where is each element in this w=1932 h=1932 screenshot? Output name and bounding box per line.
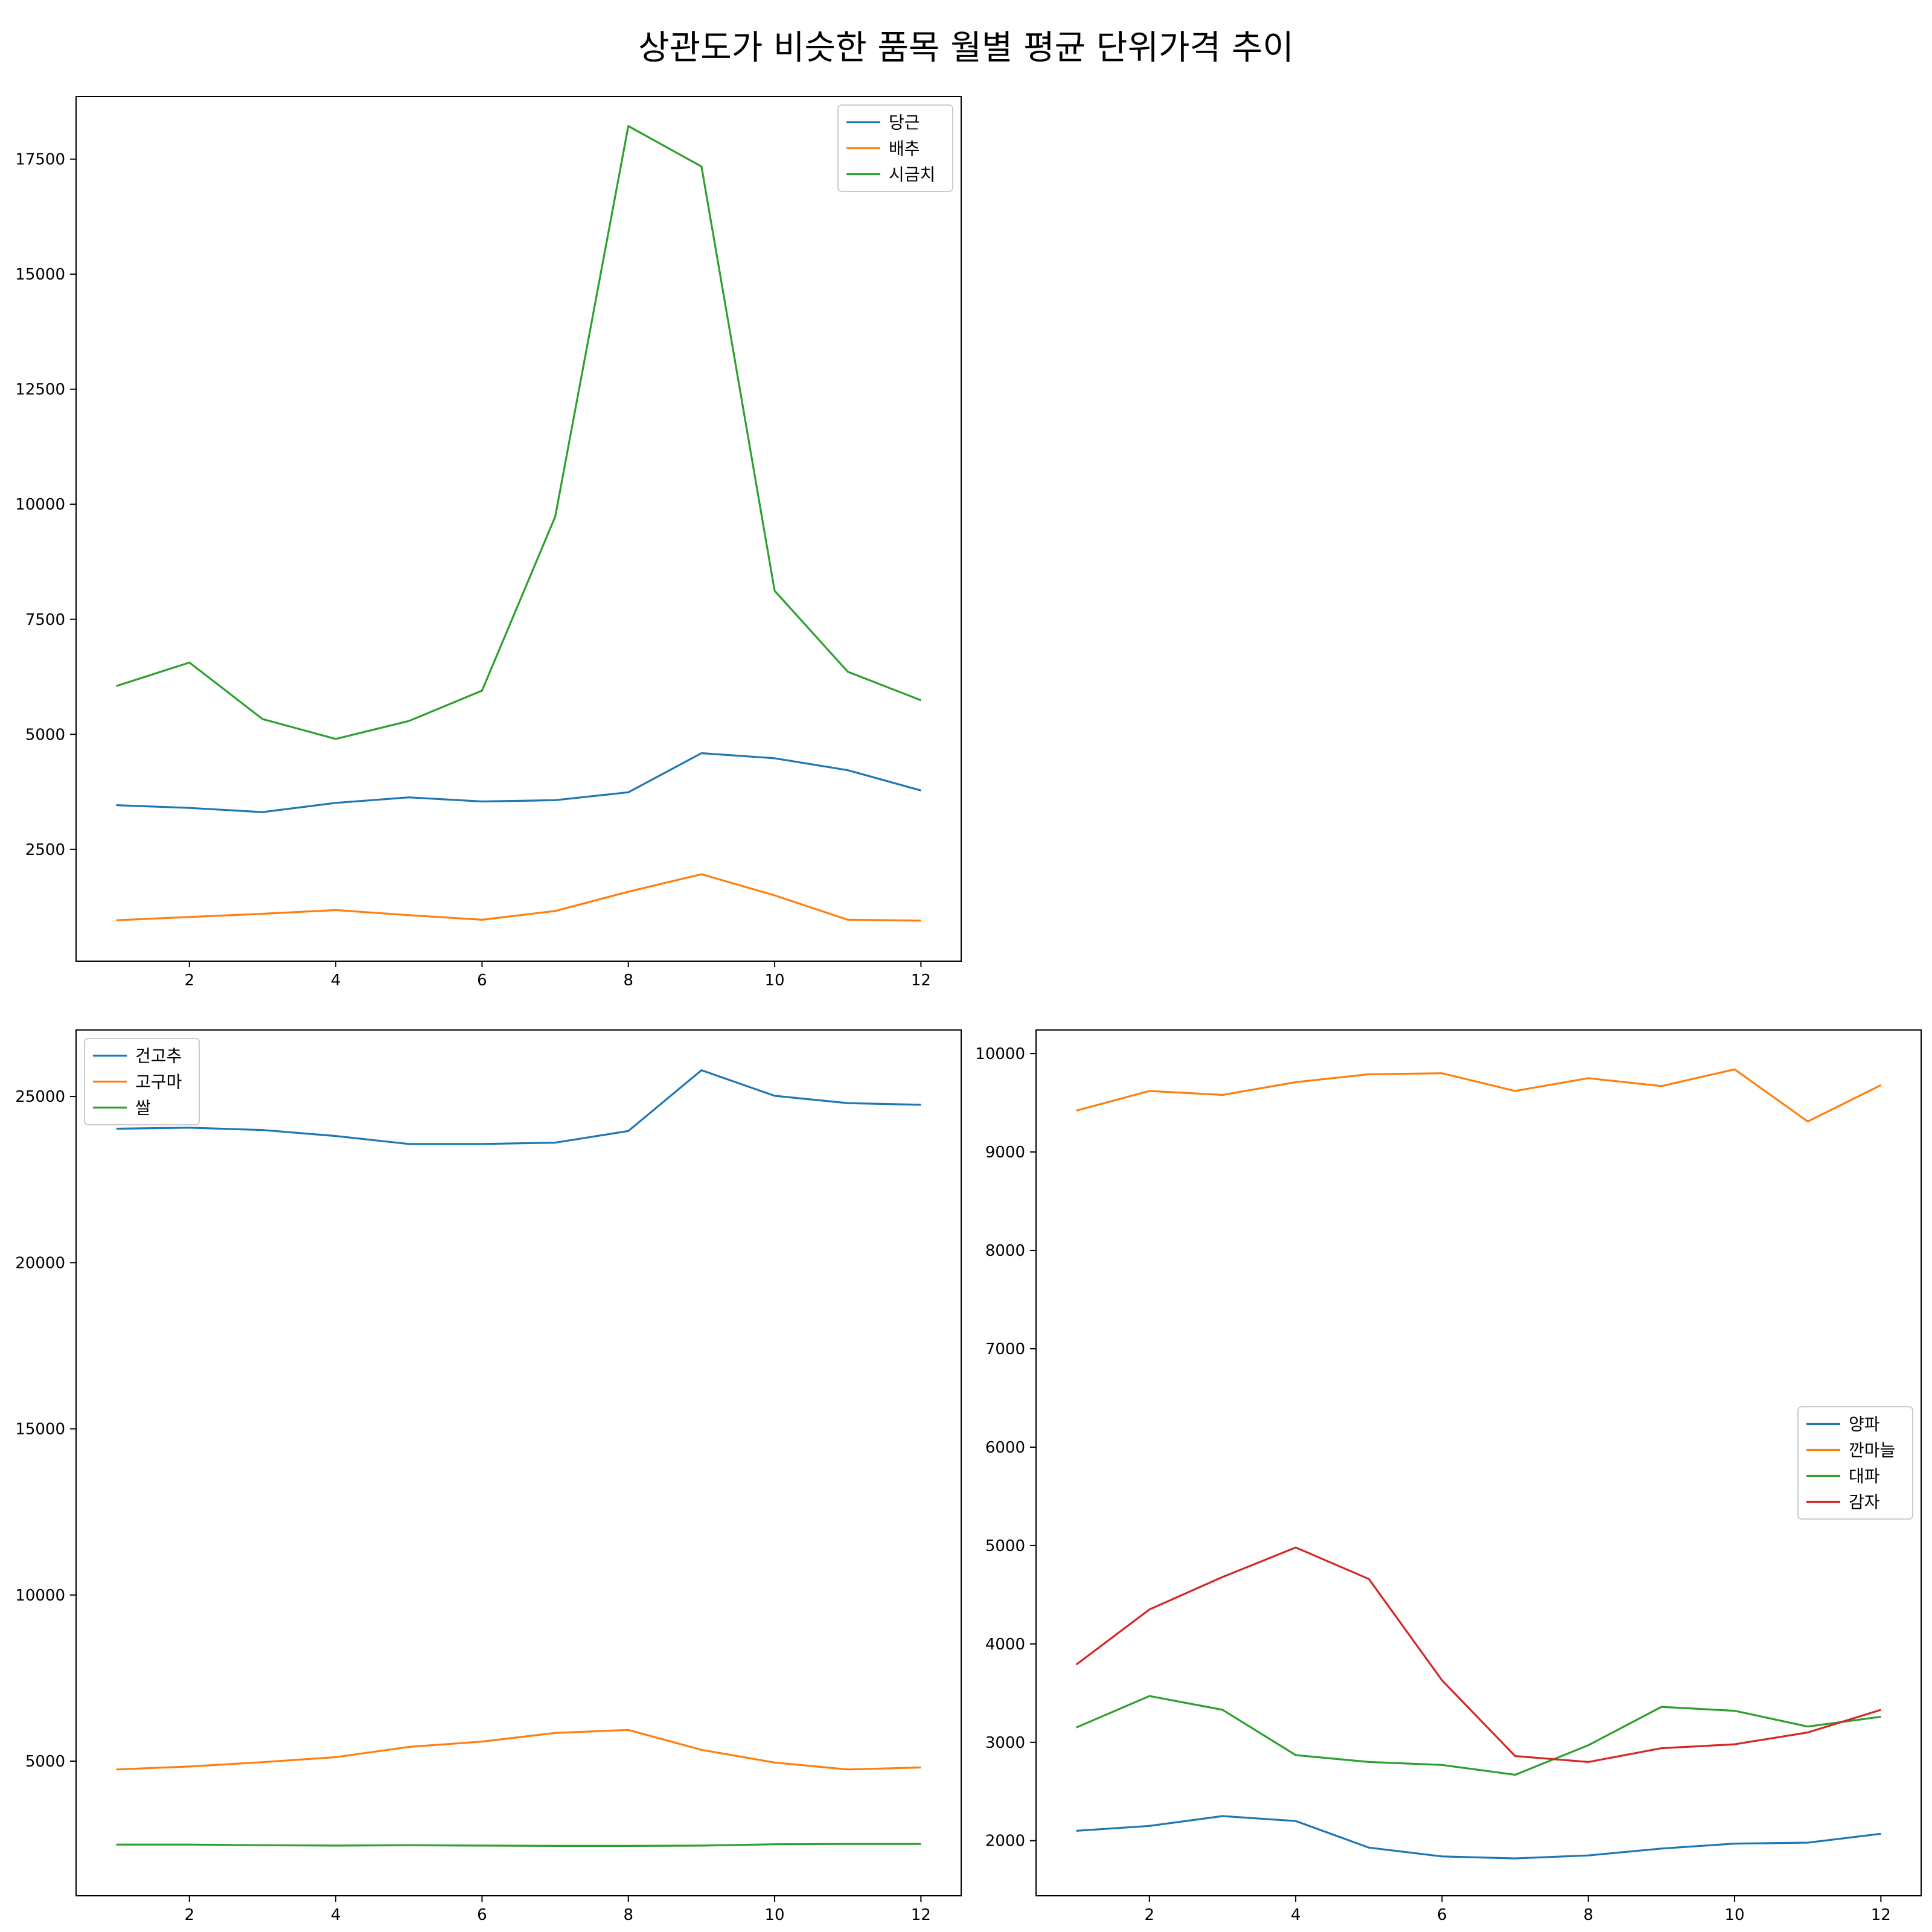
y-tick-label: 12500: [15, 381, 65, 399]
series-line-양파: [1076, 1815, 1881, 1860]
series-line-깐마늘: [1076, 1068, 1882, 1123]
axes-frame: [75, 1029, 962, 1896]
y-tick-label: 3000: [985, 1734, 1025, 1752]
y-tick-label: 15000: [15, 1421, 65, 1439]
series-line-대파: [1075, 1695, 1881, 1776]
x-tick-label: 10: [1725, 1906, 1745, 1924]
y-tick-label: 6000: [985, 1439, 1025, 1457]
legend-label: 쌀: [135, 1098, 151, 1118]
figure-title: 상관도가 비슷한 품목 월별 평균 단위가격 추이: [638, 28, 1294, 68]
legend-label: 배추: [889, 139, 920, 159]
legend-label: 대파: [1849, 1467, 1880, 1486]
x-tick-label: 4: [331, 971, 341, 990]
series-line-감자: [1075, 1546, 1881, 1763]
y-tick-label: 25000: [15, 1088, 65, 1106]
series-line-배추: [116, 873, 921, 922]
x-tick-label: 6: [1437, 1906, 1447, 1924]
legend-label: 건고추: [135, 1046, 182, 1066]
x-tick-label: 2: [185, 971, 195, 990]
series-line-당근: [116, 752, 921, 813]
x-tick-label: 12: [1871, 1906, 1891, 1924]
y-tick-label: 5000: [985, 1537, 1025, 1555]
y-tick-label: 9000: [985, 1144, 1025, 1162]
x-tick-label: 8: [623, 971, 633, 990]
x-tick-label: 6: [477, 971, 487, 990]
y-tick-label: 4000: [985, 1636, 1025, 1654]
x-tick-label: 10: [765, 971, 785, 990]
legend-label: 시금치: [889, 165, 935, 185]
y-tick-label: 10000: [15, 1587, 65, 1605]
y-tick-label: 5000: [25, 1753, 65, 1771]
x-tick-label: 8: [623, 1906, 633, 1924]
x-tick-label: 8: [1583, 1906, 1593, 1924]
charts: 2 4 6 8 10 12 2500 5000 7500 10000 12500 15000 17500…: [15, 96, 1922, 1924]
y-tick-label: 7000: [985, 1340, 1025, 1358]
series-line-쌀: [116, 1843, 921, 1847]
x-tick-label: 10: [765, 1906, 785, 1924]
y-tick-label: 17500: [15, 151, 65, 169]
legend-label: 양파: [1849, 1415, 1880, 1435]
x-tick-label: 2: [185, 1906, 195, 1924]
y-tick-label: 8000: [985, 1242, 1025, 1260]
y-tick-label: 7500: [25, 611, 65, 629]
y-tick-label: 10000: [975, 1045, 1025, 1063]
axes-frame: [75, 96, 962, 962]
y-tick-label: 15000: [15, 266, 65, 284]
x-tick-label: 6: [477, 1906, 487, 1924]
y-tick-label: 20000: [15, 1254, 65, 1272]
subplot-top-left: 2 4 6 8 10 12 2500 5000 7500 10000 12500 15000 17500…: [15, 96, 962, 990]
legend-label: 고구마: [135, 1072, 182, 1092]
legend-box: [837, 104, 953, 192]
legend-box: [84, 1038, 200, 1125]
y-tick-label: 10000: [15, 496, 65, 514]
y-tick-label: 2000: [985, 1832, 1025, 1850]
legend-label: 깐마늘: [1849, 1441, 1895, 1460]
x-tick-label: 4: [1291, 1906, 1301, 1924]
legend-label: 감자: [1849, 1492, 1880, 1512]
axes-frame: [1035, 1029, 1922, 1896]
series-line-건고추: [116, 1069, 921, 1145]
legend-label: 당근: [889, 113, 920, 133]
legend-box: [1797, 1406, 1913, 1520]
x-tick-label: 2: [1145, 1906, 1155, 1924]
series-line-고구마: [116, 1729, 921, 1771]
y-tick-label: 5000: [25, 726, 65, 744]
x-tick-label: 12: [911, 1906, 931, 1924]
subplot-bottom-right: 2 4 6 8 10 12 2000 3000 4000 5000 6000 7000 8000 9000…: [975, 1029, 1922, 1924]
x-tick-label: 12: [911, 971, 931, 990]
x-tick-label: 4: [331, 1906, 341, 1924]
series-line-시금치: [116, 125, 921, 740]
y-tick-label: 2500: [25, 841, 65, 859]
